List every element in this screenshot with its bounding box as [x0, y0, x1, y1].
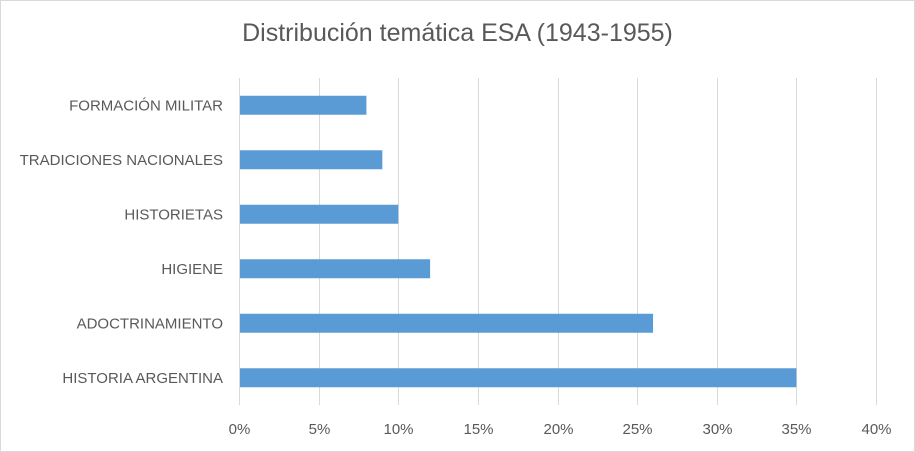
x-tick-label: 35%	[781, 421, 811, 438]
bar-adoctrinamiento	[239, 313, 654, 333]
category-label: FORMACIÓN MILITAR	[69, 97, 223, 114]
x-tick-label: 5%	[309, 421, 331, 438]
chart-title: Distribución temática ESA (1943-1955)	[242, 19, 673, 47]
x-tick-label: 0%	[229, 421, 251, 438]
category-label: ADOCTRINAMIENTO	[77, 315, 223, 332]
x-tick-label: 10%	[383, 421, 413, 438]
bar-historietas	[239, 204, 399, 224]
x-tick-label: 25%	[622, 421, 652, 438]
category-label: HISTORIA ARGENTINA	[62, 370, 223, 387]
x-tick-label: 15%	[463, 421, 493, 438]
bar-formaci-n-militar	[239, 95, 367, 115]
x-tick-label: 30%	[702, 421, 732, 438]
x-tick-label: 20%	[543, 421, 573, 438]
bar-historia-argentina	[239, 368, 797, 388]
category-label: TRADICIONES NACIONALES	[20, 152, 223, 169]
category-label: HIGIENE	[161, 261, 223, 278]
bar-tradiciones-nacionales	[239, 150, 383, 170]
category-label: HISTORIETAS	[124, 206, 223, 223]
bar-higiene	[239, 259, 431, 279]
x-tick-label: 40%	[861, 421, 891, 438]
